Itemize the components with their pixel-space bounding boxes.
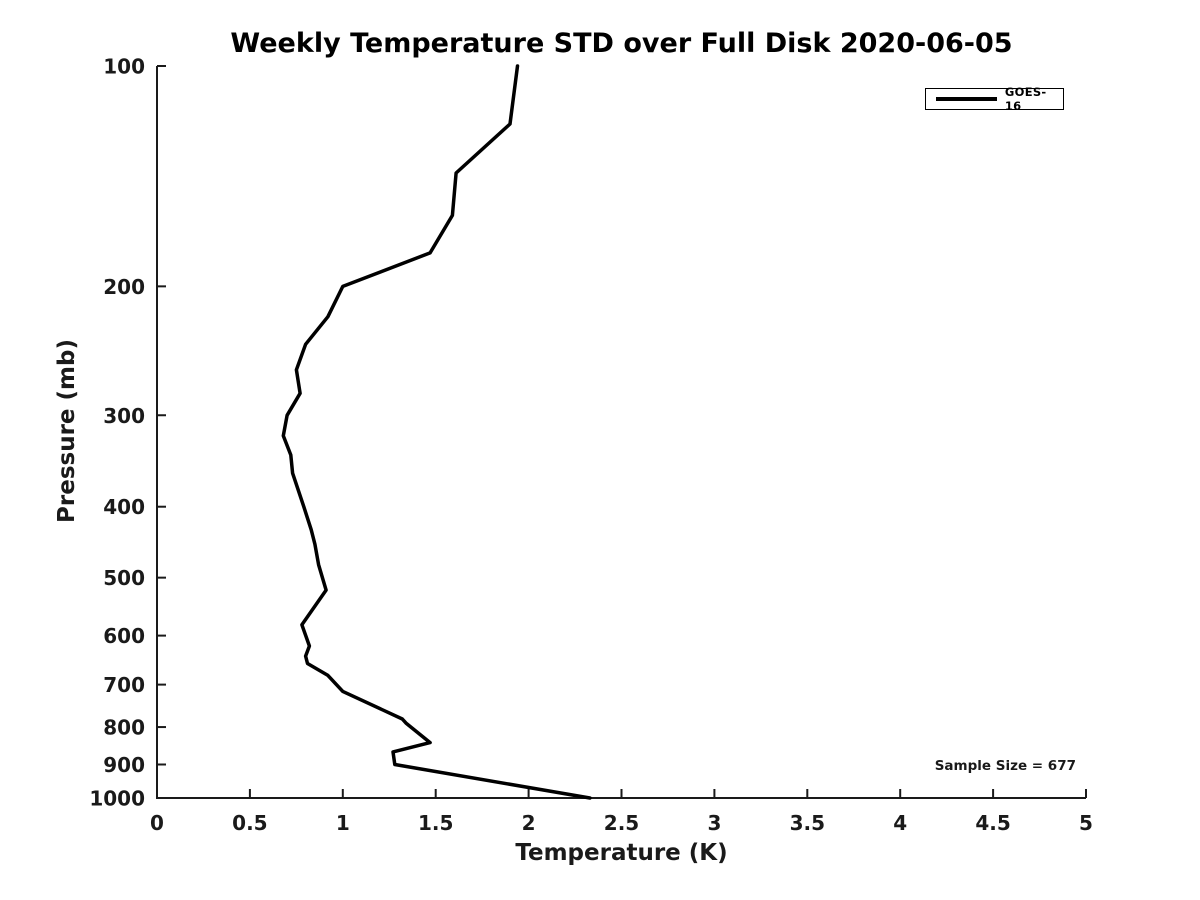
x-tick-label: 0	[150, 811, 164, 835]
data-line-goes-16	[281, 64, 592, 800]
legend-series-label: GOES-16	[1004, 85, 1047, 113]
y-tick-label: 700	[103, 673, 145, 697]
x-axis-label: Temperature (K)	[515, 840, 728, 866]
x-tick-label: 0.5	[232, 811, 267, 835]
x-tick-label: 3	[707, 811, 721, 835]
x-tick-label: 4.5	[975, 811, 1010, 835]
legend-line-swatch	[936, 97, 997, 101]
chart-title: Weekly Temperature STD over Full Disk 20…	[230, 28, 1013, 59]
x-tick-label: 2	[522, 811, 536, 835]
x-tick-label: 2.5	[604, 811, 639, 835]
x-tick-label: 5	[1079, 811, 1093, 835]
x-tick-label: 3.5	[790, 811, 825, 835]
axes-spines	[156, 66, 1086, 799]
legend: GOES-16	[925, 85, 1064, 113]
y-tick-label: 600	[103, 624, 145, 648]
x-tick-label: 1	[336, 811, 350, 835]
y-tick-label: 400	[103, 495, 145, 519]
y-tick-label: 300	[103, 404, 145, 428]
y-tick-label: 200	[103, 275, 145, 299]
y-tick-label: 900	[103, 753, 145, 777]
x-tick-label: 4	[893, 811, 907, 835]
y-tick-label: 800	[103, 716, 145, 740]
sample-size-annotation: Sample Size = 677	[934, 758, 1076, 774]
x-tick-label: 1.5	[418, 811, 453, 835]
y-tick-label: 500	[103, 566, 145, 590]
y-tick-label: 1000	[89, 787, 145, 811]
y-tick-label: 100	[103, 55, 145, 79]
